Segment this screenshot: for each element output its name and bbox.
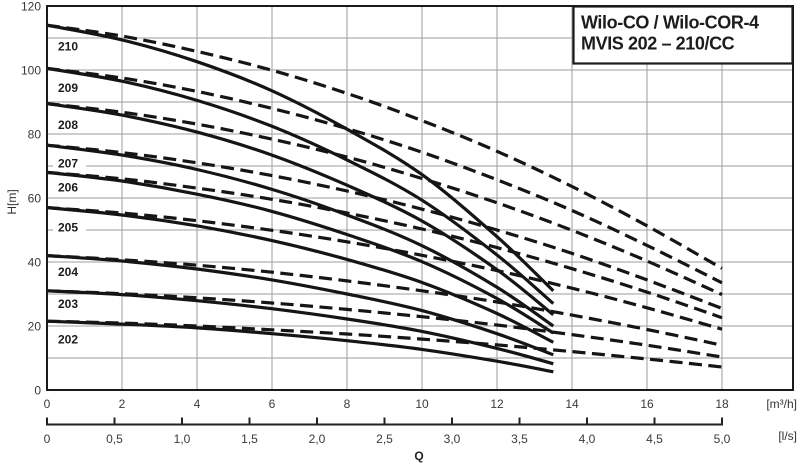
ls-tick-label-8: 4,0: [579, 432, 596, 446]
curve-label-bg-202: [53, 331, 86, 347]
curve-label-bg-206: [53, 179, 86, 195]
pump-curves: [46, 23, 723, 374]
chart-title-line2: MVIS 202 – 210/CC: [581, 34, 735, 54]
curve-label-bg-210: [53, 38, 86, 54]
x-primary-unit-label: [m³/h]: [766, 397, 797, 411]
curve-205-solid: [46, 206, 555, 344]
y-tick-label-0: 0: [34, 384, 41, 398]
curve-203-dashed: [46, 289, 723, 359]
curve-207-solid: [46, 143, 555, 328]
x-tick-label-6: 6: [269, 397, 276, 411]
y-tick-label-80: 80: [28, 128, 42, 142]
x-tick-label-8: 8: [344, 397, 351, 411]
curve-label-bg-205: [53, 219, 86, 235]
ls-tick-label-0: 0: [44, 432, 51, 446]
static-axis-text: H[m] [m³/h] [l/s] Q: [5, 189, 797, 463]
x-tick-label-10: 10: [415, 397, 429, 411]
curve-label-207: 207: [58, 156, 78, 170]
ls-tick-label-7: 3,5: [511, 432, 528, 446]
curve-209-dashed: [46, 66, 723, 285]
curve-labels: 210 209 208 207 206 205 204 203 202: [53, 38, 86, 347]
curve-label-bg-207: [53, 155, 86, 171]
x-tick-label-12: 12: [490, 397, 504, 411]
curve-label-205: 205: [58, 220, 78, 234]
y-tick-label-20: 20: [28, 320, 42, 334]
curve-202-dashed: [46, 319, 723, 369]
curve-label-204: 204: [58, 265, 78, 279]
curve-label-209: 209: [58, 81, 78, 95]
curve-209-solid: [46, 66, 555, 305]
curve-205-dashed: [46, 206, 723, 331]
plot-border: [46, 5, 794, 391]
curve-label-206: 206: [58, 180, 78, 194]
curve-207-dashed: [46, 143, 723, 310]
curve-206-solid: [46, 170, 555, 335]
ls-tick-label-6: 3,0: [444, 432, 461, 446]
x-tick-label-14: 14: [565, 397, 579, 411]
x-secondary-unit-label: [l/s]: [778, 429, 797, 443]
title-box-frame: [572, 5, 794, 65]
curve-208-dashed: [46, 102, 723, 297]
x-tick-label-4: 4: [194, 397, 201, 411]
x-axis-quantity-label: Q: [414, 449, 423, 463]
ls-tick-label-2: 1,0: [174, 432, 191, 446]
y-tick-label-120: 120: [21, 0, 41, 14]
curve-label-203: 203: [58, 297, 78, 311]
ls-tick-label-4: 2,0: [309, 432, 326, 446]
curve-210-dashed: [46, 23, 723, 270]
ls-tick-label-5: 2,5: [376, 432, 393, 446]
curve-label-202: 202: [58, 332, 78, 346]
x-tick-label-16: 16: [640, 397, 654, 411]
axis-labels: 0 20 40 60 80 100 120 0 2 4 6 8 10 12 14 16 18: [21, 0, 729, 411]
curve-206-dashed: [46, 170, 723, 320]
curve-208-solid: [46, 102, 555, 317]
y-tick-label-100: 100: [21, 64, 41, 78]
curve-label-bg-208: [53, 116, 86, 132]
title-box: Wilo-CO / Wilo-COR-4 MVIS 202 – 210/CC: [572, 5, 794, 65]
x-tick-label-18: 18: [715, 397, 729, 411]
y-tick-label-60: 60: [28, 192, 42, 206]
ls-tick-label-1: 0,5: [106, 432, 123, 446]
x-tick-label-0: 0: [44, 397, 51, 411]
curve-204-dashed: [46, 254, 723, 347]
ls-tick-label-9: 4,5: [646, 432, 663, 446]
curve-label-208: 208: [58, 118, 78, 132]
curve-label-bg-203: [53, 296, 86, 312]
y-tick-label-40: 40: [28, 256, 42, 270]
curve-label-210: 210: [58, 40, 78, 54]
x-tick-label-2: 2: [119, 397, 126, 411]
ls-tick-label-3: 1,5: [241, 432, 258, 446]
chart-title-line1: Wilo-CO / Wilo-COR-4: [581, 13, 759, 33]
curve-label-bg-204: [53, 264, 86, 280]
y-axis-title: H[m]: [5, 189, 19, 214]
secondary-axis: 0 0,5 1,0 1,5 2,0 2,5 3,0 3,5 4,0 4,5 5,0: [44, 417, 731, 446]
ls-tick-label-10: 5,0: [714, 432, 731, 446]
curve-210-solid: [46, 23, 555, 292]
curve-label-bg-209: [53, 80, 86, 96]
